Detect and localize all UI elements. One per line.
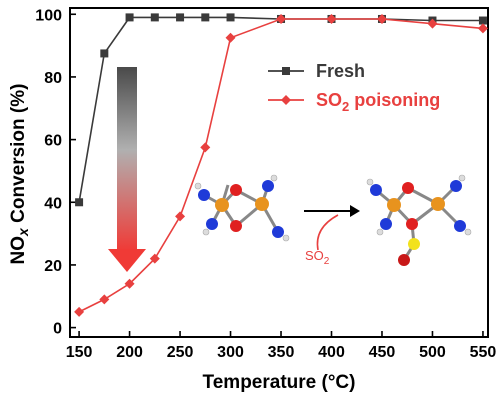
legend-item-fresh: Fresh: [268, 61, 365, 81]
x-axis-ticks: 150 200 250 300 350 400 450 500 550: [66, 331, 497, 361]
atom-cu: [255, 197, 269, 211]
x-tick-label: 350: [268, 344, 295, 361]
molecule-fresh: [194, 174, 290, 242]
x-tick-label: 450: [369, 344, 396, 361]
x-tick-label: 400: [318, 344, 345, 361]
y-tick-label: 0: [53, 321, 62, 338]
x-tick-label: 300: [217, 344, 244, 361]
y-tick-label: 40: [44, 195, 62, 212]
legend-marker-so2: [281, 95, 291, 105]
data-point: [326, 13, 337, 24]
data-point: [74, 306, 85, 317]
atom-n: [380, 218, 392, 230]
atom-s: [408, 238, 420, 250]
x-tick-label: 200: [116, 344, 143, 361]
data-point: [150, 13, 159, 22]
atom-cu: [215, 198, 229, 212]
atom-cu: [431, 197, 445, 211]
data-point: [478, 16, 487, 25]
series-layer: [74, 13, 488, 317]
atom-o: [398, 254, 410, 266]
plot-frame: [69, 7, 489, 338]
legend-item-so2: SO2 poisoning: [268, 90, 440, 114]
atom-n: [454, 220, 466, 232]
y-axis-title: NOx Conversion (%): [8, 84, 31, 265]
legend-marker-fresh: [282, 67, 290, 75]
atom-n: [198, 189, 210, 201]
atom-o: [230, 184, 242, 196]
data-point: [99, 294, 110, 305]
data-point: [149, 253, 160, 264]
atom-o: [406, 218, 418, 230]
y-axis-ticks: 0 20 40 60 80 100: [35, 7, 76, 338]
y-tick-label: 20: [44, 258, 62, 275]
atom-o: [230, 220, 242, 232]
data-point: [75, 198, 84, 207]
data-point: [175, 211, 186, 222]
data-point: [276, 13, 287, 24]
data-point: [176, 13, 185, 22]
y-tick-label: 80: [44, 70, 62, 87]
atom-n: [370, 184, 382, 196]
atom-n: [262, 180, 274, 192]
data-point: [100, 49, 109, 58]
data-point: [376, 13, 387, 24]
reaction-label: SO2: [305, 248, 330, 267]
data-point: [477, 23, 488, 34]
atom-cu: [387, 198, 401, 212]
series-line-1: [78, 18, 484, 313]
molecule-poisoned: [366, 174, 472, 266]
y-tick-label: 100: [35, 7, 62, 24]
data-point: [200, 142, 211, 153]
data-point: [201, 13, 210, 22]
atom-n: [206, 218, 218, 230]
x-tick-label: 500: [419, 344, 446, 361]
data-point: [124, 278, 135, 289]
data-point: [225, 32, 236, 43]
legend: Fresh SO2 poisoning: [268, 61, 440, 114]
legend-label-fresh: Fresh: [316, 61, 365, 81]
reaction-arrow: [304, 205, 360, 251]
x-tick-label: 150: [66, 344, 93, 361]
atom-n: [450, 180, 462, 192]
data-point: [226, 13, 235, 22]
x-tick-label: 550: [470, 344, 497, 361]
data-point: [125, 13, 134, 22]
y-tick-label: 60: [44, 133, 62, 150]
atom-o: [402, 182, 414, 194]
x-axis-title: Temperature (°C): [203, 372, 356, 393]
x-tick-label: 250: [167, 344, 194, 361]
trend-arrow: [108, 67, 146, 272]
atom-n: [272, 226, 284, 238]
data-point: [427, 18, 438, 29]
legend-label-so2: SO2 poisoning: [316, 90, 440, 114]
